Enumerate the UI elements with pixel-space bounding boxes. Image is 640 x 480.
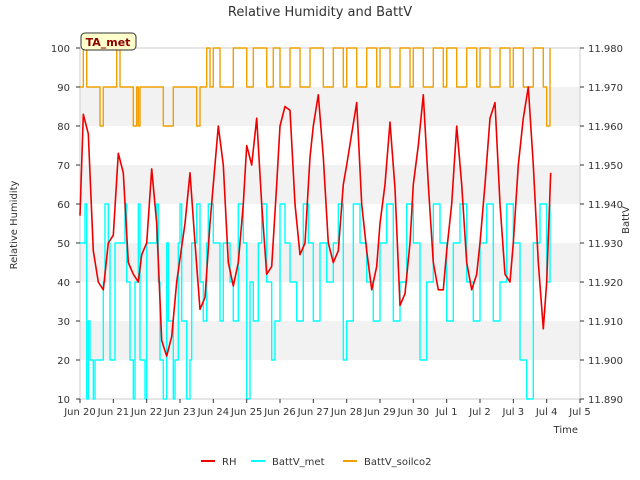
y2-tick-label: 11.960	[588, 122, 623, 133]
y2-tick-label: 11.940	[588, 200, 623, 211]
grid-band	[80, 87, 580, 126]
y-tick-label: 90	[57, 83, 70, 94]
series-line-battv-soilco2	[80, 47, 551, 127]
x-tick-label: Jun 30	[397, 407, 430, 418]
x-tick-label: Jul 2	[468, 407, 491, 418]
x-tick-label: Jul 3	[502, 407, 525, 418]
legend-label: BattV_soilco2	[364, 457, 432, 468]
y-axis-ticks: 10 20 30 40 50 60 70 80 90 100	[51, 44, 80, 406]
y-tick-label: 40	[57, 278, 70, 289]
grid-band	[80, 282, 580, 321]
y2-axis-title: BattV	[621, 206, 632, 234]
x-axis-ticks: Jun 20 Jun 21 Jun 22 Jun 23 Jun 24 Jun 25 Jun …	[63, 399, 591, 418]
grid-band	[80, 126, 580, 165]
y-tick-label: 30	[57, 317, 70, 328]
y2-tick-label: 11.930	[588, 239, 623, 250]
x-tick-label: Jun 28	[330, 407, 363, 418]
series-badge-label: TA_met	[86, 36, 131, 49]
series-layer	[79, 47, 552, 400]
x-tick-label: Jun 27	[297, 407, 330, 418]
y2-tick-label: 11.910	[588, 317, 623, 328]
series-badge: TA_met	[80, 32, 137, 51]
x-tick-label: Jun 29	[363, 407, 396, 418]
y-tick-label: 70	[57, 161, 70, 172]
y2-tick-label: 11.980	[588, 44, 623, 55]
y2-tick-label: 11.900	[588, 356, 623, 367]
y2-tick-label: 11.950	[588, 161, 623, 172]
x-tick-label: Jun 21	[97, 407, 130, 418]
grid-band	[80, 165, 580, 204]
x-tick-label: Jun 24	[197, 407, 230, 418]
series-line-rh	[79, 86, 552, 357]
x-tick-label: Jul 1	[435, 407, 458, 418]
legend-label: RH	[222, 457, 236, 468]
grid-bands	[80, 48, 580, 399]
y2-tick-label: 11.970	[588, 83, 623, 94]
x-tick-label: Jun 25	[230, 407, 263, 418]
y-tick-label: 50	[57, 239, 70, 250]
y2-axis-ticks: 11.890 11.900 11.910 11.920 11.930 11.940 11.9…	[580, 44, 623, 406]
grid-band	[80, 204, 580, 243]
x-tick-label: Jun 23	[163, 407, 196, 418]
x-tick-label: Jun 20	[63, 407, 96, 418]
y2-tick-label: 11.920	[588, 278, 623, 289]
y-tick-label: 100	[51, 44, 70, 55]
x-tick-label: Jul 5	[568, 407, 591, 418]
y-tick-label: 20	[57, 356, 70, 367]
y-tick-label: 10	[57, 395, 70, 406]
x-axis-title: Time	[553, 425, 578, 436]
chart-title: Relative Humidity and BattV	[228, 5, 412, 20]
legend: RH BattV_met BattV_soilco2	[201, 457, 432, 468]
y-tick-label: 80	[57, 122, 70, 133]
y-tick-label: 60	[57, 200, 70, 211]
legend-label: BattV_met	[272, 457, 325, 468]
grid-band	[80, 321, 580, 360]
x-tick-label: Jul 4	[535, 407, 558, 418]
x-tick-label: Jun 22	[130, 407, 163, 418]
series-badge-box	[80, 32, 137, 51]
x-tick-label: Jun 26	[263, 407, 296, 418]
y-axis-title: Relative Humidity	[9, 181, 20, 270]
grid-band	[80, 48, 580, 87]
y2-tick-label: 11.890	[588, 395, 623, 406]
plot-frame	[79, 47, 581, 400]
grid-band	[80, 360, 580, 399]
